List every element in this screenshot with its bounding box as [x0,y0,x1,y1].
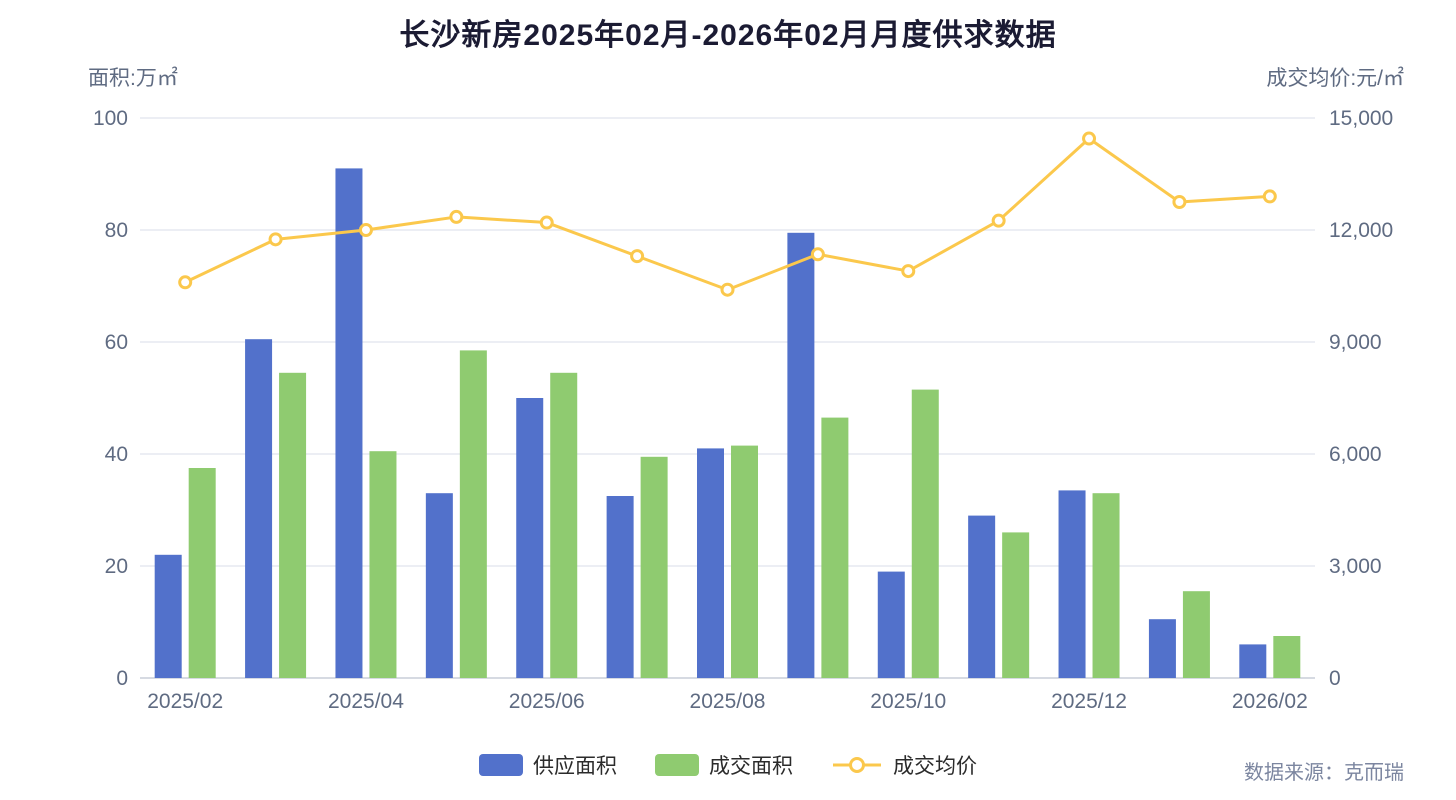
x-axis-tick: 2025/08 [690,690,766,713]
supply-bar [1148,619,1176,678]
right-axis-tick: 9,000 [1329,331,1382,354]
supply-bar [154,554,182,678]
supply-bar [516,398,544,678]
transaction-bar [459,350,487,678]
price-marker [268,232,283,247]
left-axis-tick: 60 [105,331,128,354]
left-axis-tick: 0 [116,667,128,690]
legend-bar-swatch [479,754,523,776]
price-marker [810,247,825,262]
legend-label: 成交面积 [709,755,793,778]
supply-bar [1058,490,1086,678]
legend-item-transaction[interactable]: 成交面积 [655,750,793,780]
x-axis-tick: 2025/02 [147,690,223,713]
price-marker [1262,189,1277,204]
supply-bar [245,339,273,678]
price-marker [991,213,1006,228]
chart-plot: 0 20 40 60 80 100 0 3,000 6,000 9,000 12,000 15,000… [93,107,1393,713]
transaction-bar [911,389,939,678]
supply-bar [697,448,724,678]
supply-bar [606,496,634,678]
x-axis-tick: 2025/12 [1051,690,1127,713]
legend-bar-swatch [655,754,699,776]
data-source-text: 数据来源：克而瑞 [1244,762,1404,784]
right-axis-title: 成交均价:元/㎡ [1266,67,1404,90]
supply-bar [968,515,996,678]
transaction-bar [731,445,758,678]
legend-label: 供应面积 [533,755,617,778]
legend-label: 成交均价 [893,755,977,778]
chart-title: 长沙新房2025年02月-2026年02月月度供求数据 [399,19,1057,52]
supply-bar [877,571,905,678]
transaction-bar [279,372,307,678]
transaction-bar [1002,532,1030,678]
transaction-bar [640,456,668,678]
x-axis-tick: 2025/06 [509,690,585,713]
price-marker [178,275,193,290]
x-axis-tick: 2026/02 [1232,690,1308,713]
supply-bar [335,168,363,678]
left-axis-tick: 100 [93,107,128,130]
left-axis-tick: 20 [105,555,128,578]
price-marker [1082,131,1097,146]
transaction-bar [369,451,397,678]
right-axis-tick: 3,000 [1329,555,1382,578]
right-axis-tick: 6,000 [1329,443,1382,466]
transaction-bar [550,372,578,678]
legend-item-supply[interactable]: 供应面积 [479,750,617,780]
transaction-bar [1092,493,1120,678]
transaction-bar [1273,636,1301,678]
legend-line-swatch [831,754,883,776]
right-axis-tick: 12,000 [1329,219,1393,242]
price-marker [449,209,464,224]
transaction-bar [188,468,216,678]
legend-item-price[interactable]: 成交均价 [831,750,977,780]
transaction-bar [821,417,849,678]
left-axis-tick: 40 [105,443,128,466]
left-axis-tick: 80 [105,219,128,242]
price-marker [358,223,373,237]
transaction-bar [1182,591,1210,678]
price-marker [901,264,916,279]
supply-bar [425,493,453,678]
supply-bar [1239,644,1267,678]
price-marker [630,249,645,264]
x-axis-tick: 2025/10 [870,690,946,713]
left-axis-title: 面积:万㎡ [88,67,178,90]
supply-bar [787,232,815,679]
right-axis-tick: 0 [1329,667,1341,690]
x-axis-tick: 2025/04 [328,690,404,713]
legend: 供应面积 成交面积 成交均价 [0,750,1456,780]
right-axis-tick: 15,000 [1329,107,1393,130]
price-marker [1172,195,1187,209]
price-marker [539,215,554,230]
price-marker [720,282,735,297]
